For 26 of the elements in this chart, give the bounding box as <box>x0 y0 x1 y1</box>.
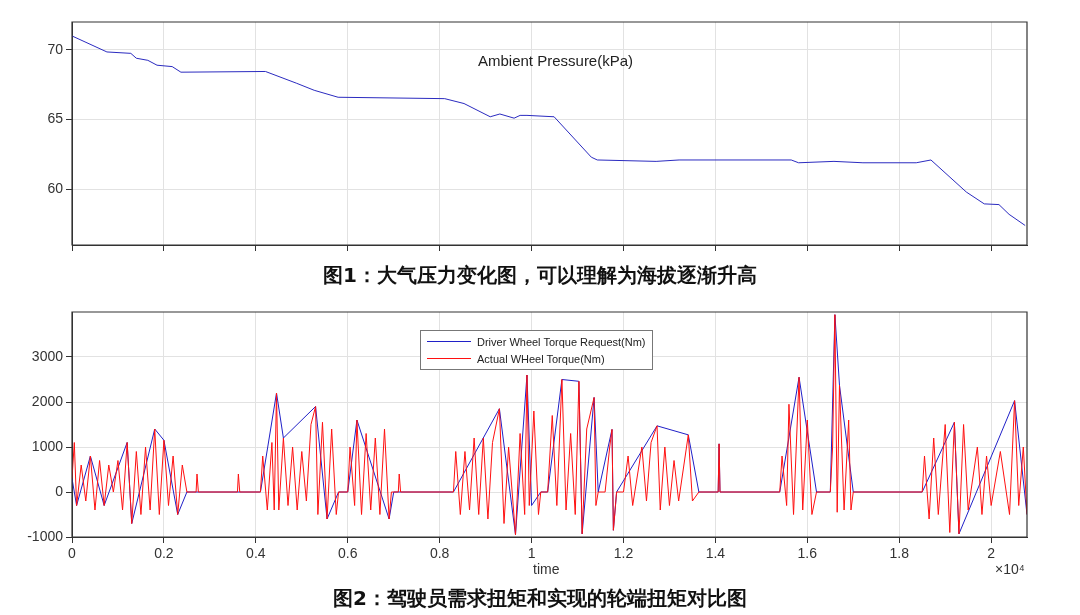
x-tick-label: 0.4 <box>246 545 266 562</box>
x-tick-label: 0.8 <box>429 545 450 562</box>
y-tick-label: 65 <box>47 110 64 127</box>
caption: 图1：大气压力变化图，可以理解为海拔逐渐升高 <box>322 262 758 289</box>
text: ×10⁴ <box>995 561 1025 577</box>
y-tick-label: 3000 <box>31 347 64 364</box>
x-tick-label: 0.6 <box>338 545 358 562</box>
y-tick-label: 0 <box>55 482 64 499</box>
x-tick-label: 1.8 <box>889 545 910 562</box>
y-tick-label: 1000 <box>31 437 64 454</box>
x-tick-label: 1.6 <box>797 545 818 562</box>
y-tick-label: 2000 <box>31 392 64 409</box>
x-tick-label: 2 <box>987 545 996 562</box>
y-tick-label: 60 <box>47 180 64 197</box>
x-tick-label: 1.4 <box>705 545 726 562</box>
y-tick-label: 70 <box>47 40 64 57</box>
text: Ambient Pressure(kPa) <box>478 52 634 69</box>
x-tick-label: 1.2 <box>613 545 634 562</box>
legend-label: Driver Wheel Torque Request(Nm) <box>477 335 646 348</box>
x-tick-label: 1 <box>527 545 536 562</box>
y-tick-label: -1000 <box>27 527 64 544</box>
caption: 图2：驾驶员需求扭矩和实现的轮端扭矩对比图 <box>332 585 748 612</box>
legend-label: Actual WHeel Torque(Nm) <box>477 352 605 365</box>
x-tick-label: 0 <box>68 545 77 562</box>
x-tick-label: 0.2 <box>154 545 174 562</box>
x-axis-title: time <box>533 561 560 577</box>
